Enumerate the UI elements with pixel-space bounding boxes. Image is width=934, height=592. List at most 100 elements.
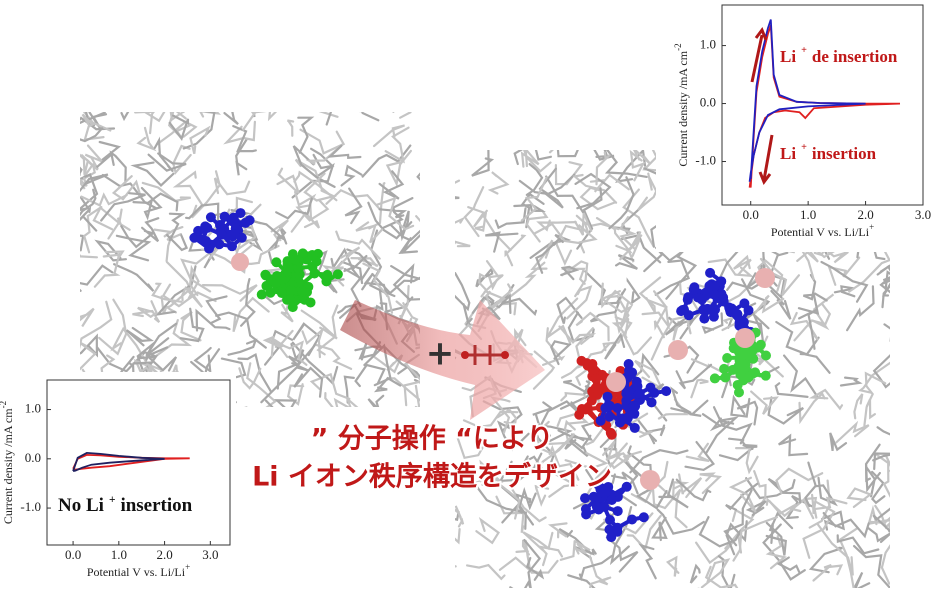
bond-stick [455, 240, 471, 248]
bond-stick [335, 230, 381, 260]
bond-stick [556, 296, 583, 324]
x-axis-label: Potential V vs. Li/Li+ [87, 562, 190, 579]
bond-stick [876, 426, 890, 436]
x-tick-label: 0.0 [743, 207, 759, 222]
bond-stick [600, 282, 633, 309]
bond-stick [700, 558, 731, 588]
bond-stick [638, 543, 657, 580]
atom [603, 481, 614, 492]
x-tick-label: 0.0 [65, 547, 81, 562]
bond-stick [879, 264, 890, 309]
bond-stick [689, 563, 701, 584]
bond-stick [392, 263, 420, 301]
atom [615, 416, 626, 427]
bond-stick [579, 186, 617, 211]
atom [591, 373, 602, 384]
bond-stick [478, 272, 488, 298]
bond-stick [242, 112, 257, 131]
bond-stick [80, 307, 95, 328]
bond-stick [85, 112, 106, 122]
bond-stick [765, 521, 787, 556]
y-axis-label-sup: -2 [673, 43, 683, 51]
bond-stick [149, 112, 185, 135]
atom [661, 386, 672, 397]
bond-stick [240, 278, 256, 327]
bond-stick [340, 164, 363, 187]
bond-stick [797, 292, 828, 315]
bond-stick [398, 234, 420, 254]
y-axis-label-text: Current density /mA cm [1, 408, 15, 524]
bond-stick [733, 254, 752, 276]
bond-stick [577, 221, 598, 244]
bond-stick [827, 256, 861, 286]
bond-stick [754, 294, 785, 314]
bond-stick [82, 206, 103, 254]
bond-stick [414, 405, 419, 407]
bond-stick [456, 426, 489, 460]
bond-stick [151, 282, 183, 303]
bond-stick [778, 433, 809, 457]
atom [719, 363, 730, 374]
bond-stick [463, 186, 485, 238]
bond-stick [100, 192, 146, 222]
annotation-text: insertion [120, 495, 192, 516]
bond-stick [728, 476, 757, 513]
li-ion [606, 372, 626, 392]
bond-stick [472, 480, 527, 530]
bond-stick [246, 218, 285, 249]
bond-stick [864, 443, 881, 493]
atom [740, 359, 751, 370]
atom [743, 372, 754, 383]
atom [590, 383, 601, 394]
bond-stick [496, 420, 530, 452]
bond-stick [767, 396, 804, 425]
bond-stick [521, 455, 567, 475]
bond-stick [475, 516, 500, 545]
bond-stick [189, 125, 211, 155]
li-ion [735, 328, 755, 348]
atom [322, 269, 333, 280]
bond-stick [201, 284, 258, 302]
bond-stick [130, 161, 175, 187]
atom [709, 282, 720, 293]
bond-stick [789, 311, 820, 341]
atom [216, 229, 227, 240]
bond-stick [80, 234, 85, 252]
bond-stick [846, 487, 873, 508]
bond-stick [665, 555, 680, 577]
bond-stick [233, 112, 256, 118]
bond-stick [455, 565, 457, 568]
bond-stick [611, 302, 629, 339]
bond-stick [452, 110, 470, 142]
bond-stick [82, 112, 105, 141]
bond-stick [622, 188, 655, 247]
bond-stick [300, 309, 338, 340]
bond-stick [455, 216, 466, 224]
bond-stick [654, 259, 691, 296]
bond-stick [560, 391, 586, 402]
atom [576, 355, 587, 366]
bond-stick [180, 311, 202, 342]
bond-stick [534, 484, 550, 507]
bond-stick [92, 206, 123, 231]
bond-stick [846, 285, 875, 332]
bond-stick [554, 161, 584, 186]
atom [200, 221, 211, 232]
atom [722, 353, 733, 364]
bond-stick [525, 163, 544, 196]
bond-stick [485, 231, 519, 253]
bond-stick [293, 366, 324, 398]
atom [244, 215, 255, 226]
bond-stick [724, 508, 755, 550]
bond-stick [864, 371, 887, 407]
y-tick-label: 1.0 [25, 401, 41, 416]
bond-stick [646, 424, 666, 445]
bond-stick [889, 336, 890, 342]
bond-stick [678, 473, 703, 499]
x-tick-label: 3.0 [202, 547, 218, 562]
atom [227, 241, 238, 252]
atom [638, 512, 649, 523]
bond-stick [165, 260, 192, 308]
atom [290, 254, 301, 265]
bond-stick [509, 261, 546, 298]
